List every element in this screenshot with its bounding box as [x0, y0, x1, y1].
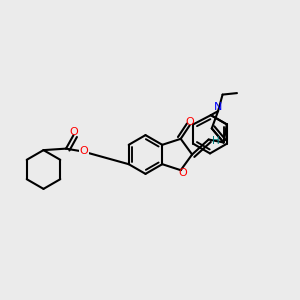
Text: H: H	[212, 136, 220, 146]
Text: O: O	[69, 127, 78, 136]
Text: O: O	[185, 117, 194, 127]
Text: O: O	[79, 146, 88, 156]
Text: O: O	[179, 168, 188, 178]
Text: N: N	[214, 103, 222, 112]
Text: O: O	[79, 146, 88, 156]
